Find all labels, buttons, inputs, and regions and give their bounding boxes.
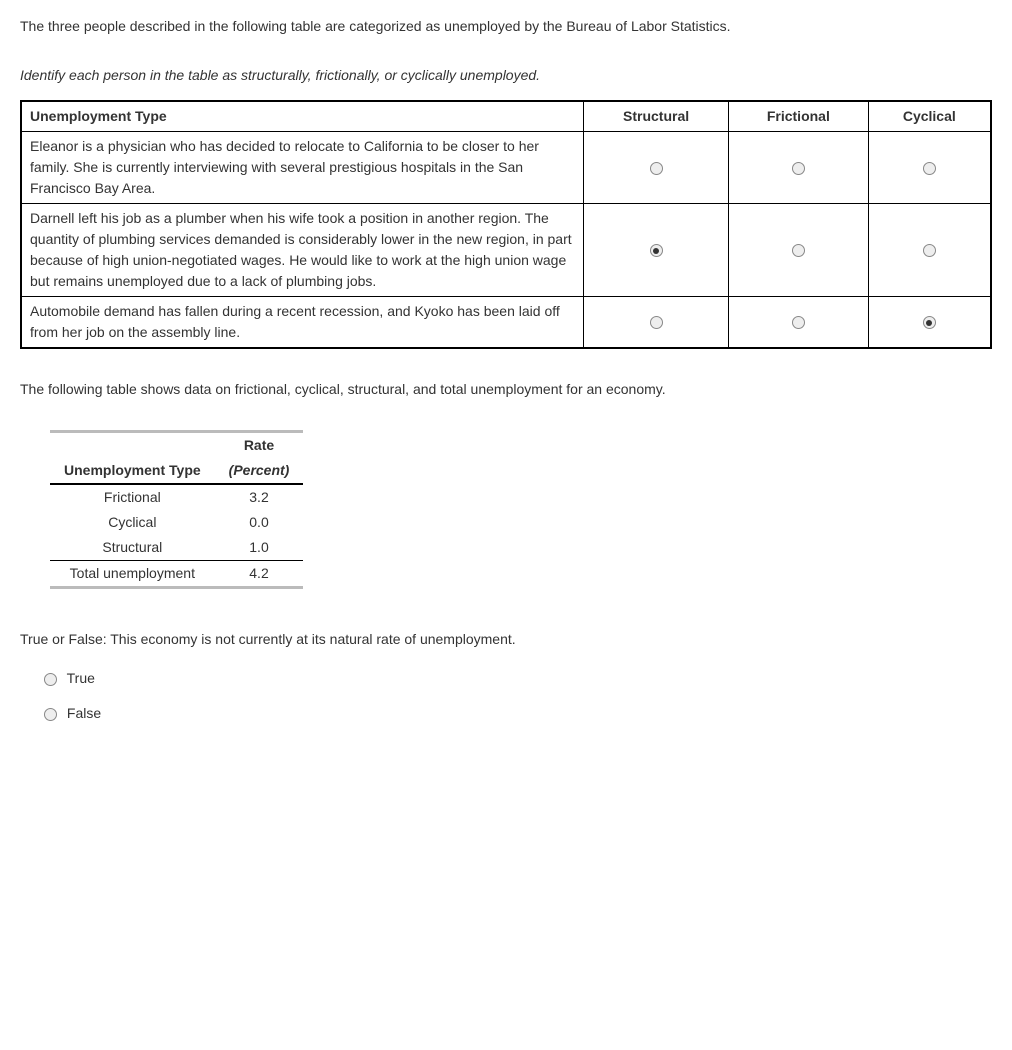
radio-cyclical[interactable]: [923, 162, 936, 175]
radio-cell-frictional: [729, 297, 869, 349]
radio-cyclical[interactable]: [923, 244, 936, 257]
radio-cyclical[interactable]: [923, 316, 936, 329]
tf-radio-false[interactable]: [44, 708, 57, 721]
tf-label-false: False: [67, 705, 101, 721]
radio-cell-frictional: [729, 204, 869, 297]
rates-row-label: Frictional: [50, 484, 215, 510]
rates-row: Frictional3.2: [50, 484, 303, 510]
rates-row: Structural1.0: [50, 535, 303, 561]
rates-total-label: Total unemployment: [50, 561, 215, 588]
rates-col-type: Unemployment Type: [50, 458, 215, 484]
rates-row: Cyclical0.0: [50, 510, 303, 535]
col-header-structural: Structural: [584, 101, 729, 132]
radio-cell-frictional: [729, 132, 869, 204]
radio-frictional[interactable]: [792, 316, 805, 329]
col-header-type: Unemployment Type: [21, 101, 584, 132]
table-row: Automobile demand has fallen during a re…: [21, 297, 991, 349]
row-description: Eleanor is a physician who has decided t…: [21, 132, 584, 204]
rates-row-value: 3.2: [215, 484, 304, 510]
rates-row-value: 1.0: [215, 535, 304, 561]
row-description: Automobile demand has fallen during a re…: [21, 297, 584, 349]
instructions-text: Identify each person in the table as str…: [20, 65, 992, 86]
tf-radio-true[interactable]: [44, 673, 57, 686]
radio-structural[interactable]: [650, 162, 663, 175]
radio-frictional[interactable]: [792, 162, 805, 175]
rates-col-rate-sub: (Percent): [229, 462, 290, 478]
radio-cell-structural: [584, 297, 729, 349]
rates-row-label: Cyclical: [50, 510, 215, 535]
radio-cell-structural: [584, 132, 729, 204]
unemployment-type-table: Unemployment Type Structural Frictional …: [20, 100, 992, 349]
rates-intro-paragraph: The following table shows data on fricti…: [20, 379, 992, 400]
table-row: Eleanor is a physician who has decided t…: [21, 132, 991, 204]
rates-total-value: 4.2: [215, 561, 304, 588]
rates-total-row: Total unemployment4.2: [50, 561, 303, 588]
radio-frictional[interactable]: [792, 244, 805, 257]
table-row: Darnell left his job as a plumber when h…: [21, 204, 991, 297]
radio-structural[interactable]: [650, 316, 663, 329]
radio-cell-cyclical: [868, 132, 991, 204]
rates-col-rate: Rate: [215, 432, 304, 459]
tf-label-true: True: [67, 670, 95, 686]
radio-cell-structural: [584, 204, 729, 297]
radio-cell-cyclical: [868, 297, 991, 349]
rates-row-value: 0.0: [215, 510, 304, 535]
rates-row-label: Structural: [50, 535, 215, 561]
radio-cell-cyclical: [868, 204, 991, 297]
col-header-frictional: Frictional: [729, 101, 869, 132]
row-description: Darnell left his job as a plumber when h…: [21, 204, 584, 297]
tf-question-text: True or False: This economy is not curre…: [20, 629, 992, 650]
rates-table: Rate Unemployment Type (Percent) Frictio…: [50, 430, 303, 589]
intro-paragraph: The three people described in the follow…: [20, 16, 992, 37]
radio-structural[interactable]: [650, 244, 663, 257]
col-header-cyclical: Cyclical: [868, 101, 991, 132]
